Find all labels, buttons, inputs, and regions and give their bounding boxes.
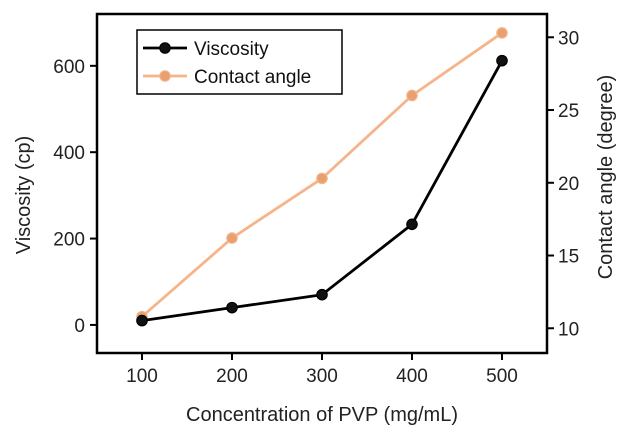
- legend-swatch-marker: [159, 70, 171, 82]
- data-point-contact-angle: [406, 89, 418, 102]
- data-point-viscosity: [496, 54, 508, 67]
- x-axis-title: Concentration of PVP (mg/mL): [186, 404, 458, 426]
- x-tick-label: 500: [486, 366, 518, 387]
- legend-box: [136, 29, 343, 95]
- x-tick-label: 200: [216, 366, 248, 387]
- data-point-contact-angle: [316, 172, 328, 185]
- y-right-tick-label: 15: [558, 247, 579, 268]
- data-point-viscosity: [406, 218, 418, 231]
- legend-label: Contact angle: [194, 67, 311, 88]
- y-right-tick-label: 30: [558, 28, 579, 49]
- series-line-viscosity: [141, 59, 504, 322]
- y-axis-title-right: Contact angle (degree): [595, 75, 617, 280]
- data-point-viscosity: [136, 314, 148, 327]
- y-axis-title-left: Viscosity (cp): [13, 136, 35, 255]
- x-tick-label: 400: [396, 366, 428, 387]
- y-left-tick-label: 0: [74, 316, 85, 337]
- legend: Viscosity Contact angle: [136, 29, 343, 95]
- x-tick-label: 100: [126, 366, 158, 387]
- legend-swatch-marker: [159, 42, 171, 54]
- y-right-tick-label: 10: [558, 319, 579, 340]
- data-point-contact-angle: [496, 27, 508, 39]
- y-left-tick-label: 200: [53, 230, 85, 251]
- plot-layer: 100 200 300 400 500 0 200 400 600 10 15 20 25 30: [53, 12, 579, 387]
- data-point-viscosity: [226, 301, 238, 314]
- y-right-tick-label: 25: [558, 101, 579, 122]
- legend-label: Viscosity: [194, 39, 269, 60]
- y-left-tick-label: 600: [53, 57, 85, 78]
- data-point-viscosity: [316, 288, 328, 301]
- x-tick-label: 300: [306, 366, 338, 387]
- y-left-tick-label: 400: [53, 143, 85, 164]
- data-point-contact-angle: [226, 232, 238, 244]
- y-right-tick-label: 20: [558, 174, 579, 195]
